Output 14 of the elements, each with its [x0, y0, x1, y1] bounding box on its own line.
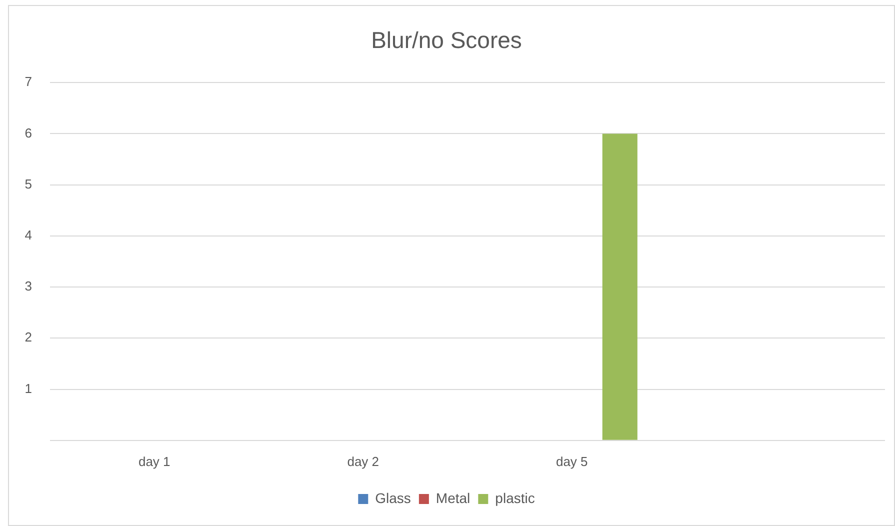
- chart-title: Blur/no Scores: [371, 27, 522, 54]
- x-tick-label: day 5: [556, 454, 588, 469]
- y-tick-label: 5: [24, 176, 32, 192]
- y-tick-label: 7: [24, 74, 32, 90]
- y-tick-label: 6: [24, 125, 32, 140]
- x-tick-label: day 1: [138, 454, 170, 469]
- y-tick-label: 2: [24, 330, 32, 345]
- x-tick-label: day 2: [347, 454, 380, 469]
- y-tick-label: 1: [24, 380, 32, 396]
- legend-label: plastic: [495, 490, 535, 506]
- legend-label: Glass: [375, 490, 411, 506]
- legend-label: Metal: [436, 490, 470, 506]
- y-tick-label: 4: [24, 228, 32, 243]
- y-tick-label: 3: [24, 278, 32, 294]
